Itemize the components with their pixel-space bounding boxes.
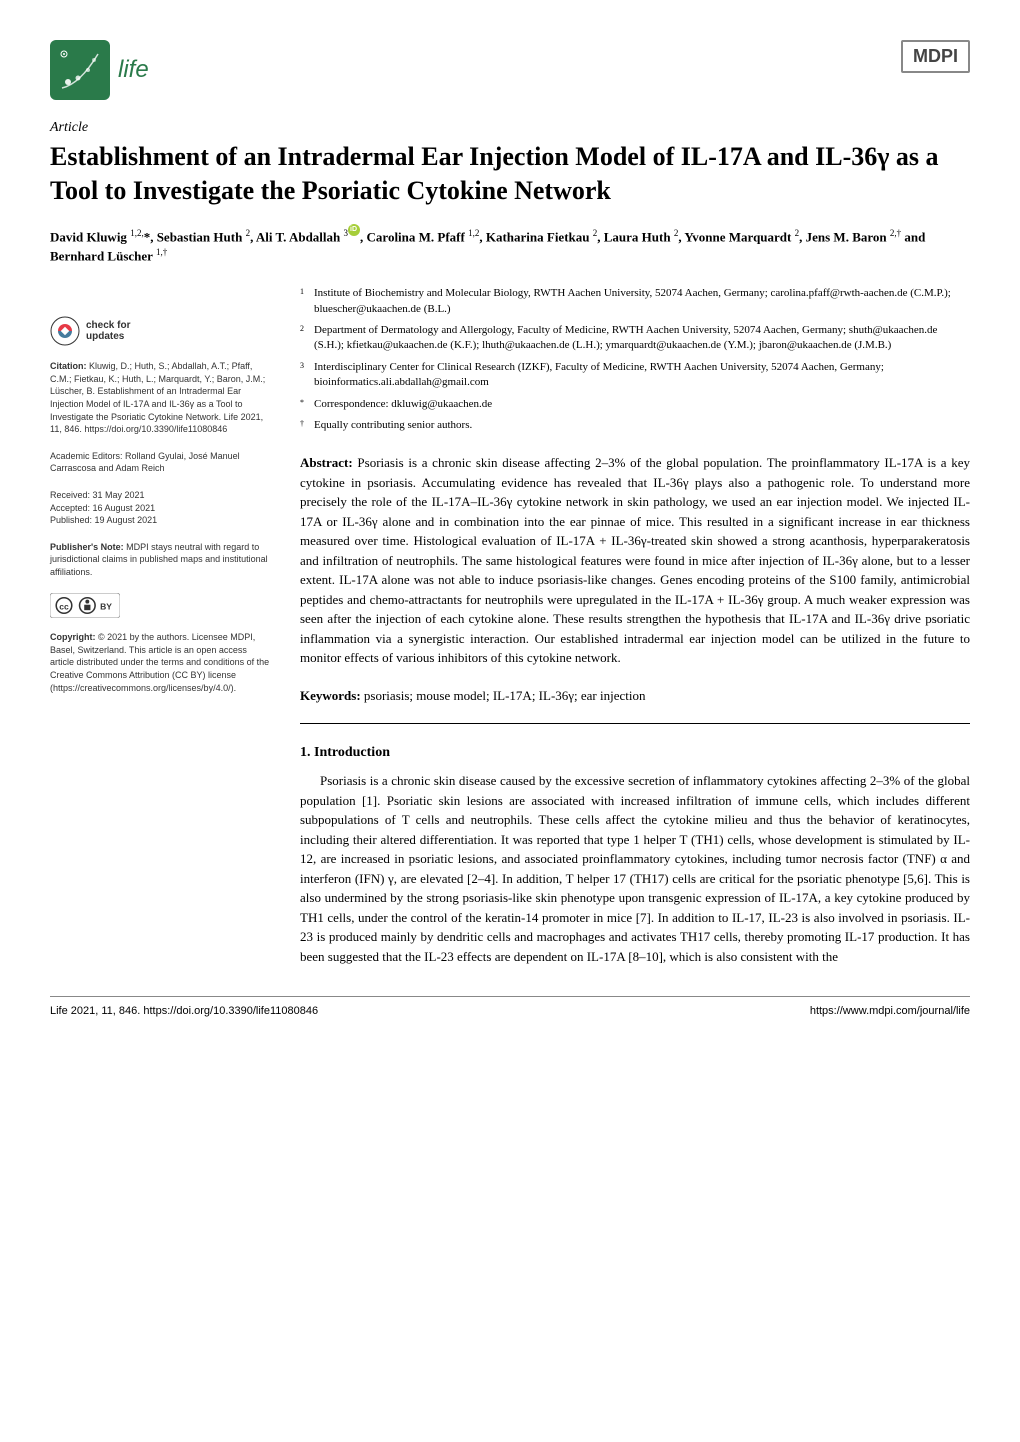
copyright-block: Copyright: © 2021 by the authors. Licens…	[50, 631, 270, 694]
affil-text: Department of Dermatology and Allergolog…	[314, 323, 970, 354]
affil-number: 2	[300, 323, 314, 354]
editors-block: Academic Editors: Rolland Gyulai, José M…	[50, 450, 270, 475]
citation-block: Citation: Kluwig, D.; Huth, S.; Abdallah…	[50, 360, 270, 436]
check-updates-label: check forupdates	[86, 320, 130, 342]
affiliation-item: * Correspondence: dkluwig@ukaachen.de	[300, 397, 970, 412]
affiliation-item: † Equally contributing senior authors.	[300, 418, 970, 433]
section-number: 1.	[300, 745, 311, 760]
keywords-block: Keywords: psoriasis; mouse model; IL-17A…	[300, 686, 970, 706]
cc-license-logo: cc BY	[50, 593, 270, 622]
svg-text:BY: BY	[100, 601, 112, 611]
life-logo-icon	[50, 40, 110, 100]
copyright-label: Copyright:	[50, 632, 96, 642]
publisher-logo: MDPI	[901, 40, 970, 73]
affiliation-item: 1 Institute of Biochemistry and Molecula…	[300, 286, 970, 317]
footer-left: Life 2021, 11, 846. https://doi.org/10.3…	[50, 1005, 318, 1017]
date-published: Published: 19 August 2021	[50, 514, 270, 527]
affil-text: Institute of Biochemistry and Molecular …	[314, 286, 970, 317]
affil-number: 3	[300, 360, 314, 391]
authors-line: David Kluwig 1,2,*, Sebastian Huth 2, Al…	[50, 224, 970, 267]
cc-by-icon: cc BY	[50, 593, 120, 618]
check-updates-badge[interactable]: check forupdates	[50, 316, 270, 346]
affil-text: Interdisciplinary Center for Clinical Re…	[314, 360, 970, 391]
dates-block: Received: 31 May 2021 Accepted: 16 Augus…	[50, 489, 270, 527]
page-header: life MDPI	[50, 40, 970, 100]
abstract-label: Abstract:	[300, 455, 353, 470]
abstract-block: Abstract: Psoriasis is a chronic skin di…	[300, 453, 970, 668]
affil-number: 1	[300, 286, 314, 317]
journal-logo: life	[50, 40, 149, 100]
pubnote-label: Publisher's Note:	[50, 542, 124, 552]
svg-text:cc: cc	[59, 601, 69, 611]
footer-right: https://www.mdpi.com/journal/life	[810, 1005, 970, 1017]
body-paragraph: Psoriasis is a chronic skin disease caus…	[300, 771, 970, 966]
affiliation-item: 2 Department of Dermatology and Allergol…	[300, 323, 970, 354]
citation-text: Kluwig, D.; Huth, S.; Abdallah, A.T.; Pf…	[50, 361, 265, 434]
affiliations-list: 1 Institute of Biochemistry and Molecula…	[300, 286, 970, 433]
keywords-text: psoriasis; mouse model; IL-17A; IL-36γ; …	[364, 688, 646, 703]
section-title: Introduction	[314, 745, 390, 760]
citation-label: Citation:	[50, 361, 87, 371]
section-divider	[300, 723, 970, 724]
date-accepted: Accepted: 16 August 2021	[50, 502, 270, 515]
affil-number: *	[300, 397, 314, 412]
article-title: Establishment of an Intradermal Ear Inje…	[50, 140, 970, 208]
affil-number: †	[300, 418, 314, 433]
affil-text: Equally contributing senior authors.	[314, 418, 970, 433]
two-column-layout: check forupdates Citation: Kluwig, D.; H…	[50, 286, 970, 966]
abstract-text: Psoriasis is a chronic skin disease affe…	[300, 455, 970, 665]
section-heading: 1. Introduction	[300, 742, 970, 763]
date-received: Received: 31 May 2021	[50, 489, 270, 502]
affil-text: Correspondence: dkluwig@ukaachen.de	[314, 397, 970, 412]
check-updates-icon	[50, 316, 80, 346]
article-type: Article	[50, 120, 970, 136]
publisher-note-block: Publisher's Note: MDPI stays neutral wit…	[50, 541, 270, 579]
journal-name: life	[118, 56, 149, 84]
affiliation-item: 3 Interdisciplinary Center for Clinical …	[300, 360, 970, 391]
editors-label: Academic Editors:	[50, 451, 123, 461]
main-content: 1 Institute of Biochemistry and Molecula…	[300, 286, 970, 966]
page-footer: Life 2021, 11, 846. https://doi.org/10.3…	[50, 996, 970, 1017]
sidebar: check forupdates Citation: Kluwig, D.; H…	[50, 286, 270, 966]
orcid-icon	[348, 224, 360, 236]
keywords-label: Keywords:	[300, 688, 361, 703]
